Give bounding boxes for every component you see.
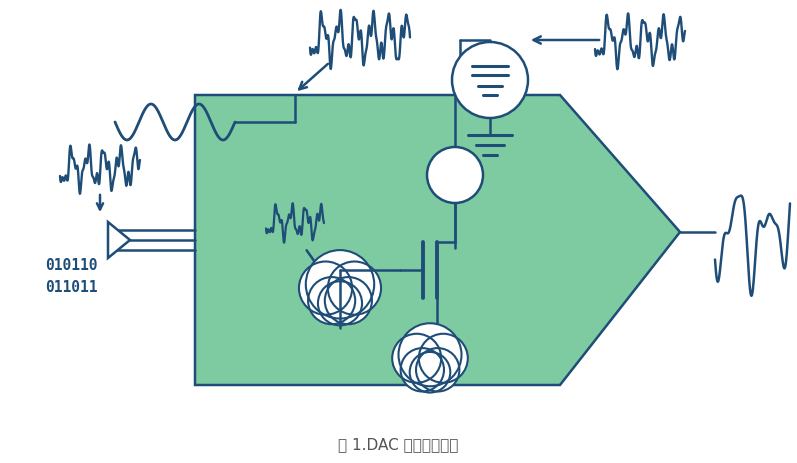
Text: 011011: 011011 [45,280,97,295]
Circle shape [318,281,362,325]
Circle shape [328,262,381,315]
Circle shape [398,323,461,386]
Circle shape [306,250,375,319]
Circle shape [452,42,528,118]
Circle shape [299,262,352,315]
Circle shape [308,277,355,324]
Circle shape [392,334,442,383]
Circle shape [325,277,372,324]
Polygon shape [195,95,680,385]
Circle shape [418,334,468,383]
Circle shape [427,147,483,203]
Circle shape [401,348,444,392]
Circle shape [416,348,459,392]
Polygon shape [108,222,130,258]
Circle shape [410,352,450,393]
Text: 图 1.DAC 相位噪声来源: 图 1.DAC 相位噪声来源 [338,438,458,452]
Text: 010110: 010110 [45,258,97,273]
